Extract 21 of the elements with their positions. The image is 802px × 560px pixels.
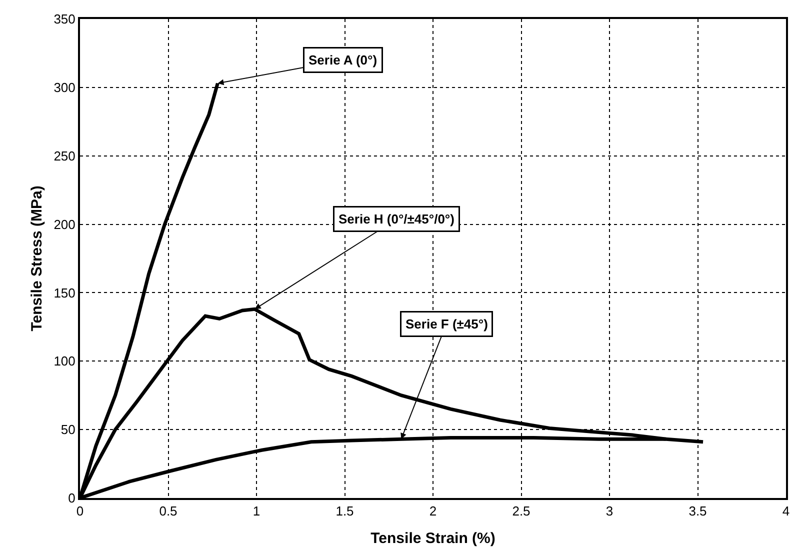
y-tick-label: 300 bbox=[54, 80, 76, 95]
x-axis-title: Tensile Strain (%) bbox=[370, 530, 496, 548]
y-axis-title: Tensile Stress (MPa) bbox=[28, 186, 46, 332]
x-tick-label: 2.5 bbox=[512, 504, 530, 519]
annotation: Serie A (0°) bbox=[308, 52, 378, 68]
x-tick-label: 0.5 bbox=[159, 504, 178, 519]
x-tick-label: 1 bbox=[252, 504, 260, 519]
x-tick-label: 4 bbox=[782, 504, 790, 519]
y-tick-label: 100 bbox=[54, 354, 76, 369]
x-tick-label: 2 bbox=[429, 504, 437, 519]
x-tick-label: 3 bbox=[606, 504, 614, 519]
annotation: Serie H (0°/±45°/0°) bbox=[338, 212, 454, 226]
y-tick-label: 50 bbox=[60, 422, 76, 438]
y-tick-label: 350 bbox=[54, 12, 76, 27]
y-tick-label: 0 bbox=[68, 490, 76, 506]
x-tick-label: 3.5 bbox=[688, 504, 707, 519]
y-tick-label: 200 bbox=[54, 216, 76, 232]
y-tick-label: 150 bbox=[54, 285, 76, 300]
x-tick-label: 1.5 bbox=[336, 504, 354, 519]
annotation: Serie F (±45°) bbox=[406, 316, 488, 332]
y-tick-label: 250 bbox=[54, 148, 76, 164]
